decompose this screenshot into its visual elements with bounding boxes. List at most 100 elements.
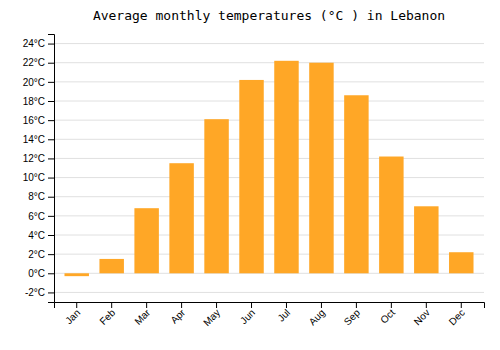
- y-tick-mark: [48, 254, 54, 255]
- y-tick: 2°C: [28, 249, 54, 260]
- y-tick-label: 8°C: [28, 191, 45, 202]
- grid-line: [54, 139, 484, 140]
- grid-line: [54, 62, 484, 63]
- x-tick-mark: [356, 302, 357, 308]
- y-tick-label: 14°C: [23, 134, 45, 145]
- x-tick-label: Apr: [168, 306, 187, 325]
- y-tick-mark: [48, 63, 54, 64]
- x-tick-label: Mar: [132, 306, 152, 326]
- x-tick: Feb: [97, 302, 117, 327]
- x-tick-label: Jun: [238, 307, 257, 326]
- bar: [204, 119, 228, 273]
- y-tick-label: 12°C: [23, 153, 45, 164]
- x-tick-mark: [216, 302, 217, 308]
- y-tick-mark: [48, 216, 54, 217]
- plot-area: [64, 61, 473, 276]
- y-tick-mark: [48, 178, 54, 179]
- bar: [169, 163, 193, 273]
- x-tick-label: May: [201, 307, 222, 328]
- x-axis-line: [55, 303, 485, 309]
- bar: [134, 208, 158, 273]
- x-tick: May: [201, 302, 222, 328]
- grid: [54, 44, 484, 293]
- x-tick-label: Sep: [342, 307, 363, 328]
- y-axis-line: [48, 35, 55, 303]
- x-tick: Jun: [238, 302, 257, 326]
- y-tick-label: 16°C: [23, 115, 45, 126]
- y-tick-mark: [48, 44, 54, 45]
- y-tick-label: 6°C: [28, 211, 45, 222]
- x-tick-mark: [146, 302, 147, 308]
- y-tick: 18°C: [23, 96, 54, 107]
- y-tick: 22°C: [23, 57, 54, 68]
- grid-line: [54, 101, 484, 102]
- y-tick: 12°C: [23, 153, 54, 164]
- y-tick-label: 18°C: [23, 96, 45, 107]
- y-tick: 6°C: [28, 211, 54, 222]
- y-tick-label: 24°C: [23, 38, 45, 49]
- y-tick-mark: [48, 235, 54, 236]
- x-tick-label: Oct: [378, 307, 397, 326]
- x-tick-label: Aug: [307, 307, 327, 327]
- bar: [449, 252, 473, 273]
- y-tick: 20°C: [23, 77, 54, 88]
- y-tick-mark: [48, 197, 54, 198]
- bar: [64, 273, 88, 276]
- x-tick: Nov: [412, 302, 432, 327]
- bar: [379, 157, 403, 274]
- bar: [414, 206, 438, 273]
- x-tick: Oct: [378, 302, 397, 326]
- bar: [309, 63, 333, 274]
- x-tick: Jul: [275, 302, 292, 324]
- x-tick-label: Nov: [412, 307, 432, 327]
- x-tick-mark: [461, 302, 462, 308]
- y-tick-mark: [48, 120, 54, 121]
- y-tick: 14°C: [23, 134, 54, 145]
- y-tick-mark: [48, 139, 54, 140]
- y-tick: 24°C: [23, 38, 54, 49]
- x-tick-label: Jul: [275, 307, 292, 324]
- x-tick-mark: [426, 302, 427, 308]
- y-tick-mark: [48, 292, 54, 293]
- grid-line: [54, 292, 484, 293]
- grid-line: [54, 158, 484, 159]
- x-tick: Apr: [168, 302, 187, 326]
- y-tick-label: -2°C: [25, 287, 45, 298]
- grid-line: [54, 196, 484, 197]
- y-tick-label: 0°C: [28, 268, 45, 279]
- y-tick-label: 4°C: [28, 230, 45, 241]
- y-tick-label: 22°C: [23, 57, 45, 68]
- x-tick-mark: [181, 302, 182, 308]
- x-tick: Dec: [447, 302, 467, 327]
- y-tick-mark: [48, 101, 54, 102]
- grid-line: [54, 43, 484, 44]
- grid-line: [54, 81, 484, 82]
- x-axis: Jan Feb Mar Apr May Jun Jul Aug Sep Oct Nov Dec: [55, 302, 485, 328]
- y-tick-mark: [48, 158, 54, 159]
- title: Average monthly temperatures (°C ) in Le…: [93, 8, 445, 23]
- y-tick-label: 20°C: [23, 77, 45, 88]
- bar: [239, 80, 263, 273]
- x-tick: Aug: [307, 302, 327, 327]
- x-tick-mark: [321, 302, 322, 308]
- x-tick-label: Jan: [63, 307, 82, 326]
- y-axis: -2°C 0°C 2°C 4°C 6°C 8°C 10°C 12°C 14°C 16°C 18°C 2…: [23, 35, 55, 303]
- y-tick-mark: [48, 82, 54, 83]
- x-tick-mark: [251, 302, 252, 308]
- y-tick: 10°C: [23, 172, 54, 183]
- x-tick-mark: [111, 302, 112, 308]
- grid-line: [54, 177, 484, 178]
- x-tick-mark: [76, 302, 77, 308]
- y-tick: 4°C: [28, 230, 54, 241]
- y-tick: -2°C: [25, 287, 54, 298]
- grid-line: [54, 120, 484, 121]
- x-tick: Jan: [63, 302, 82, 326]
- x-tick: Sep: [342, 302, 363, 327]
- bar: [344, 95, 368, 273]
- x-tick-label: Dec: [447, 307, 467, 327]
- y-tick: 16°C: [23, 115, 54, 126]
- x-tick-mark: [286, 302, 287, 308]
- x-tick-label: Feb: [97, 307, 117, 327]
- y-tick-label: 10°C: [23, 172, 45, 183]
- x-tick: Mar: [132, 302, 152, 327]
